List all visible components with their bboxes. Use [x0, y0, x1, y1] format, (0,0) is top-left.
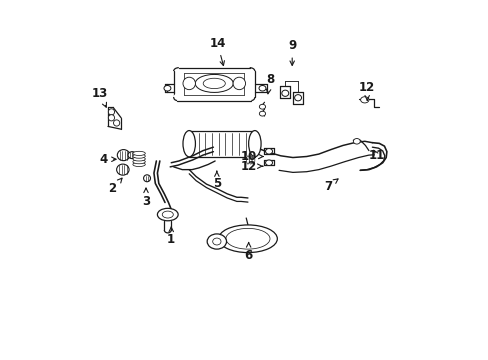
Ellipse shape [360, 97, 368, 103]
Ellipse shape [108, 115, 114, 121]
Text: 2: 2 [108, 178, 122, 195]
Ellipse shape [183, 131, 195, 157]
Ellipse shape [195, 75, 233, 93]
Text: 12: 12 [358, 81, 375, 100]
Ellipse shape [133, 157, 145, 161]
Ellipse shape [133, 159, 145, 164]
Text: 5: 5 [212, 171, 221, 190]
Ellipse shape [249, 156, 252, 164]
Text: 4: 4 [100, 153, 116, 166]
Ellipse shape [183, 77, 195, 90]
Text: 13: 13 [92, 87, 108, 107]
Text: 6: 6 [244, 243, 252, 262]
Text: 14: 14 [209, 37, 225, 66]
Text: 8: 8 [265, 73, 274, 94]
Ellipse shape [252, 156, 254, 164]
Text: 12: 12 [241, 160, 263, 173]
Text: 11: 11 [367, 149, 384, 162]
Ellipse shape [133, 151, 145, 156]
Ellipse shape [259, 111, 265, 116]
Text: 10: 10 [241, 150, 263, 163]
Ellipse shape [281, 90, 288, 96]
Text: 7: 7 [324, 179, 337, 193]
Ellipse shape [225, 228, 269, 249]
Ellipse shape [133, 154, 145, 158]
Ellipse shape [113, 120, 120, 126]
Ellipse shape [212, 238, 221, 245]
Ellipse shape [259, 85, 265, 91]
Ellipse shape [265, 149, 272, 154]
Ellipse shape [128, 152, 136, 158]
Ellipse shape [259, 104, 265, 109]
Ellipse shape [143, 175, 150, 182]
Ellipse shape [246, 156, 249, 164]
Ellipse shape [207, 234, 226, 249]
Ellipse shape [233, 77, 245, 90]
Ellipse shape [173, 94, 180, 100]
Ellipse shape [294, 95, 301, 101]
Ellipse shape [133, 162, 145, 167]
Ellipse shape [117, 150, 129, 161]
Text: 1: 1 [167, 227, 175, 246]
Text: 3: 3 [142, 188, 150, 208]
Ellipse shape [157, 208, 178, 221]
Ellipse shape [218, 225, 277, 253]
Ellipse shape [162, 211, 173, 218]
Ellipse shape [353, 139, 360, 144]
Ellipse shape [117, 164, 129, 175]
Ellipse shape [203, 78, 225, 89]
Ellipse shape [163, 85, 170, 91]
Ellipse shape [108, 109, 114, 115]
Ellipse shape [265, 160, 272, 166]
Ellipse shape [248, 131, 261, 157]
Text: 9: 9 [287, 39, 296, 66]
